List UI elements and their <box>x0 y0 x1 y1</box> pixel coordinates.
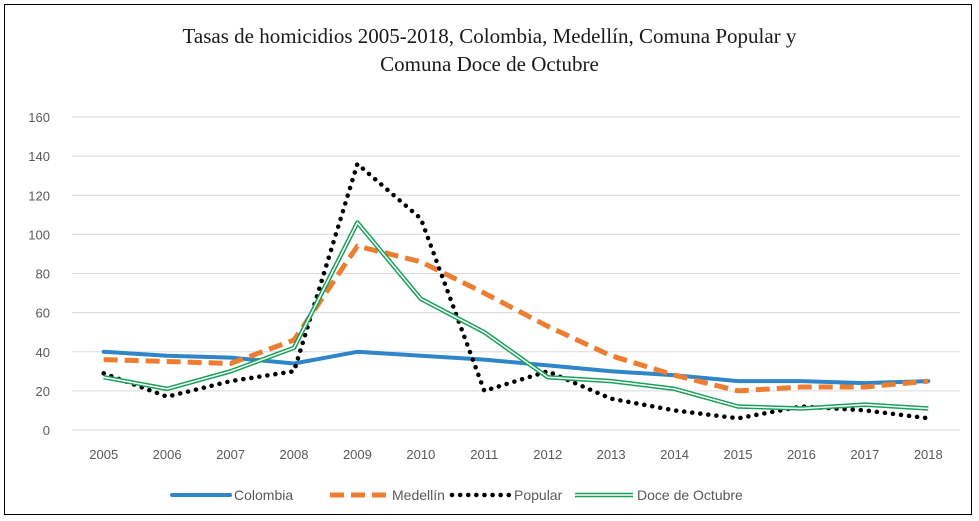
x-tick-label: 2011 <box>470 447 498 462</box>
y-tick-label: 160 <box>28 110 50 125</box>
series-doce-de-octubre-line-inner <box>103 221 929 410</box>
series-medellin-line <box>103 243 929 394</box>
x-tick-label: 2018 <box>914 447 943 462</box>
x-tick-label: 2007 <box>216 447 245 462</box>
y-axis: 0 20 40 60 80 100 120 140 160 <box>28 110 50 438</box>
x-tick-label: 2009 <box>343 447 372 462</box>
legend-doce-de-octubre-label: Doce de Octubre <box>637 487 743 503</box>
x-tick-label: 2010 <box>406 447 435 462</box>
gridlines <box>72 116 960 431</box>
y-tick-label: 0 <box>43 423 50 438</box>
chart-title: Tasas de homicidios 2005-2018, Colombia,… <box>0 22 979 78</box>
x-tick-label: 2005 <box>89 447 118 462</box>
chart-title-line-2: Comuna Doce de Octubre <box>380 52 599 76</box>
series-lines <box>101 161 931 421</box>
x-tick-label: 2006 <box>153 447 182 462</box>
x-tick-label: 2016 <box>787 447 816 462</box>
legend-colombia-label: Colombia <box>234 487 293 503</box>
chart-title-line-1: Tasas de homicidios 2005-2018, Colombia,… <box>182 24 797 48</box>
x-tick-label: 2017 <box>850 447 879 462</box>
x-tick-label: 2012 <box>533 447 562 462</box>
y-tick-label: 80 <box>36 267 50 282</box>
x-tick-label: 2014 <box>660 447 689 462</box>
y-tick-label: 20 <box>36 384 50 399</box>
legend: Colombia Medellín Popular Doce de Octubre <box>170 487 743 503</box>
series-popular-line <box>101 161 931 421</box>
x-axis: 2005 2006 2007 2008 2009 2010 2011 2012 2013 2014… <box>89 447 942 462</box>
x-tick-label: 2015 <box>724 447 753 462</box>
legend-medellin-label: Medellín <box>392 487 445 503</box>
x-tick-label: 2008 <box>280 447 309 462</box>
y-tick-label: 100 <box>28 227 50 242</box>
y-tick-label: 120 <box>28 188 50 203</box>
y-tick-label: 140 <box>28 149 50 164</box>
x-tick-label: 2013 <box>597 447 626 462</box>
legend-popular-label: Popular <box>514 487 563 503</box>
y-tick-label: 60 <box>36 306 50 321</box>
y-tick-label: 40 <box>36 345 50 360</box>
